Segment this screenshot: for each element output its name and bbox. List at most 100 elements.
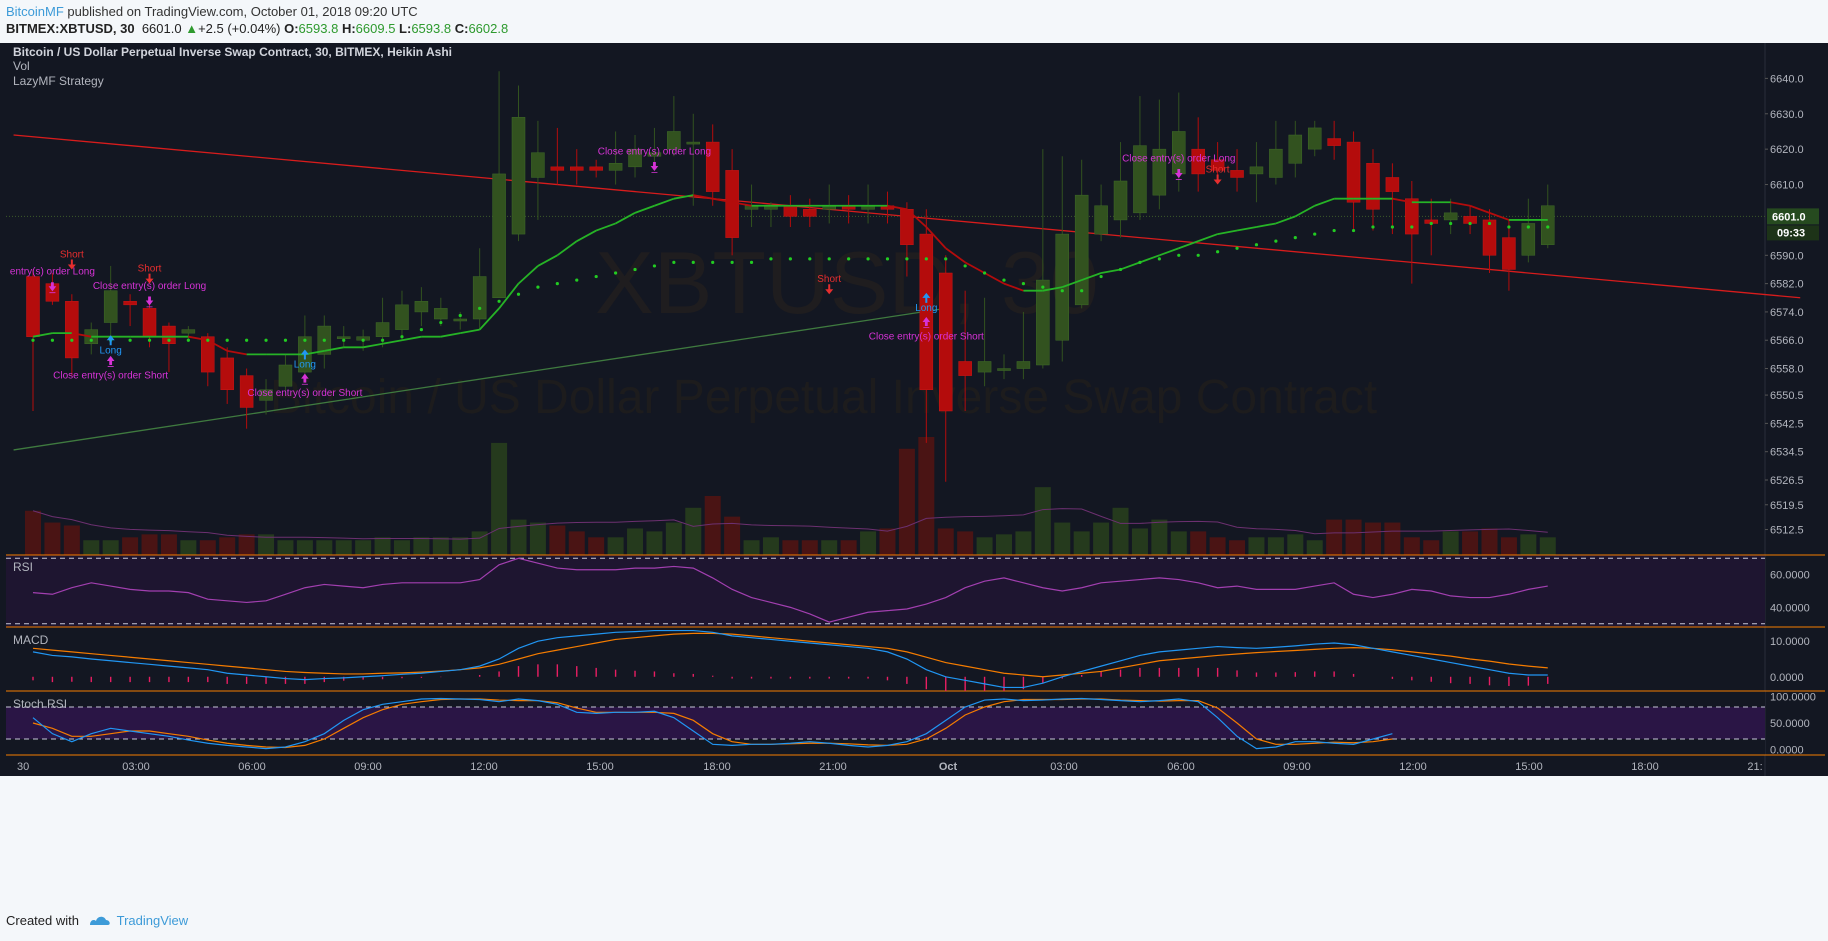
ema-line-segment [1159, 247, 1180, 257]
publish-line: BitcoinMF published on TradingView.com, … [6, 4, 418, 20]
volume-bar [1306, 540, 1323, 555]
ema-line-segment [498, 283, 520, 309]
ema-line-segment [1275, 215, 1296, 225]
trail-dot [516, 292, 521, 296]
trail-dot [147, 338, 152, 342]
volume-bar [879, 528, 896, 555]
ema-line-segment [227, 349, 247, 356]
symbol-label: BITMEX:XBTUSD, 30 [6, 21, 135, 36]
trail-dot [1371, 225, 1375, 229]
candle-up [1094, 205, 1108, 235]
ema-line-segment [615, 212, 636, 225]
trail-dot [264, 338, 268, 342]
trail-dot [245, 338, 249, 342]
candle-down [725, 170, 739, 238]
stoch-band-fill [6, 707, 1765, 739]
volume-bar [898, 448, 915, 555]
trail-dot [788, 257, 792, 261]
annotation-label: Close entry(s) order Long [1122, 153, 1235, 164]
candle-down [589, 166, 603, 171]
annotation-label: Close entry(s) order Short [247, 388, 362, 399]
trail-dot [128, 338, 132, 342]
time-tick-label: 15:00 [586, 761, 614, 773]
candle-down [1502, 237, 1516, 270]
ema-line-segment [1197, 233, 1218, 242]
annotation-label: Long [915, 303, 937, 314]
ema-line-segment [1450, 201, 1471, 207]
footer: Created with TradingView [6, 913, 188, 928]
ema-line-segment [925, 226, 947, 249]
time-tick-label: 06:00 [238, 761, 266, 773]
trail-dot [439, 320, 443, 325]
volume-bar [1054, 522, 1071, 555]
trail-dot [905, 257, 909, 261]
annotation-label: Close entry(s) order Short [53, 371, 168, 382]
volume-bar [122, 537, 139, 555]
close-arrow-icon [106, 355, 115, 367]
open-value: 6593.8 [298, 21, 339, 36]
ema-line-segment [478, 307, 500, 331]
candle-down [142, 308, 157, 337]
candle-up [531, 152, 545, 178]
annotation-label: Short [138, 264, 162, 275]
author-link[interactable]: BitcoinMF [6, 4, 64, 19]
volume-bar [180, 540, 197, 555]
volume-bar [1131, 528, 1148, 555]
trail-dot [614, 271, 618, 275]
time-tick-label: 18:00 [1631, 761, 1659, 773]
trail-dot [672, 260, 676, 264]
trail-dot [1313, 232, 1317, 236]
watermark-description: Bitcoin / US Dollar Perpetual Inverse Sw… [270, 371, 1377, 424]
trail-dot [982, 271, 987, 275]
chart-area[interactable]: XBTUSD, 30 Bitcoin / US Dollar Perpetual … [0, 43, 1828, 905]
candle-up [181, 329, 196, 334]
candle-down [26, 276, 40, 337]
watermark-symbol: XBTUSD, 30 [595, 233, 1099, 332]
volume-bar [665, 522, 682, 555]
volume-bar [1442, 531, 1459, 555]
price-tick-label: 6574.0 [1770, 307, 1804, 319]
high-value: 6609.5 [355, 21, 396, 36]
volume-bar [762, 537, 779, 555]
close-arrow-icon [145, 296, 154, 308]
trail-dot [1390, 225, 1394, 229]
trail-dot [1254, 243, 1259, 247]
trail-dot [322, 338, 326, 342]
candle-up [686, 141, 701, 145]
price-tick-label: 6519.5 [1770, 500, 1804, 512]
chart-svg[interactable]: XBTUSD, 30 Bitcoin / US Dollar Perpetual … [0, 43, 1828, 905]
price-tick-label: 6566.0 [1770, 335, 1804, 347]
volume-bar [1034, 487, 1051, 555]
volume-bar [393, 540, 410, 555]
candle-down [958, 361, 972, 376]
stoch-tick-label: 0.0000 [1770, 745, 1804, 757]
long-arrow-icon [300, 349, 309, 360]
volume-bar [1364, 522, 1381, 555]
close-value: 6602.8 [468, 21, 509, 36]
trail-dot [1002, 278, 1006, 282]
ema-line-segment [1178, 240, 1199, 250]
legend-title: Bitcoin / US Dollar Perpetual Inverse Sw… [13, 45, 452, 59]
candle-up [667, 131, 681, 150]
trail-dot [555, 282, 559, 286]
volume-bar [976, 537, 993, 555]
volume-bar [529, 522, 546, 555]
trail-dot [1410, 225, 1414, 229]
rsi-title: RSI [13, 560, 33, 574]
annotation-label: Close entry(s) order Short [869, 332, 984, 343]
ema-line-segment [517, 265, 539, 285]
trail-dot [1293, 236, 1297, 240]
volume-bar [355, 540, 372, 555]
ema-line-segment [1256, 222, 1277, 228]
volume-bar [646, 531, 663, 555]
volume-bar [1326, 519, 1343, 555]
ema-line-segment [673, 194, 694, 200]
volume-bar [219, 537, 236, 555]
volume-bar [1539, 537, 1556, 555]
trail-dot [1041, 285, 1045, 289]
candle-down [705, 141, 720, 192]
tradingview-brand-link[interactable]: TradingView [116, 913, 189, 928]
stoch-k-line [32, 697, 1393, 750]
trail-dot [1060, 289, 1064, 293]
ema-line-segment [693, 194, 713, 200]
